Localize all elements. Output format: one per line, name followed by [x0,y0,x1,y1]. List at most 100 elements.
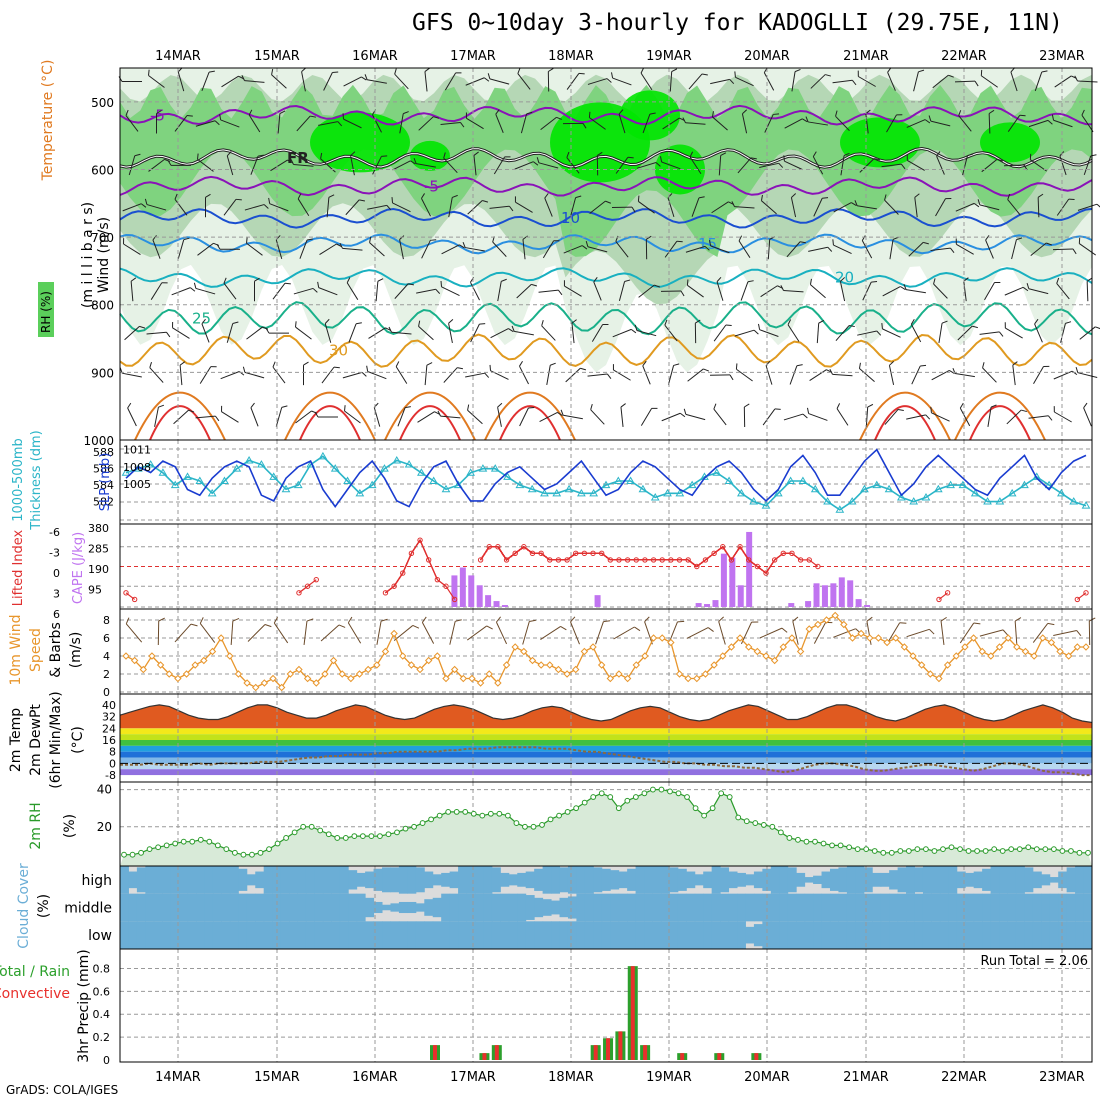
rh2m-point [470,810,477,817]
hot-contour [399,405,461,441]
data-point [884,484,894,493]
data-point [921,492,931,501]
wind-speed-point [597,661,606,669]
wind-barb [350,151,356,176]
wind-barb [906,414,931,420]
wind-barb [122,203,147,212]
wind-barb [441,244,465,255]
li-tick: 6 [53,608,60,621]
date-label-top: 23MAR [1039,49,1085,64]
cloud-cell [694,921,704,949]
wind-speed-point [779,643,788,651]
wind-barb [906,154,925,171]
wind-barb [149,361,164,383]
wind-barb [517,67,531,90]
cloud-cell [635,921,645,949]
wind-barb [465,112,484,130]
lifted-index-segment [385,538,456,600]
wind-speed-point [675,670,684,678]
wind-speed-point [442,674,450,683]
cloud-row-label: low [88,928,112,944]
cloud-row-label: middle [64,901,112,917]
wind-barb [1033,365,1050,385]
rh2m-point [607,794,614,800]
cape-bar [830,583,837,607]
cloud-cell [999,921,1008,949]
wind-barb [418,116,440,131]
wind-barb [840,152,850,176]
pressure-tick: 1000 [83,434,114,448]
lifted-index-point [512,550,518,557]
precip-tick: 0.8 [93,962,111,975]
precip-convective-bar [717,1053,722,1060]
data-point [232,464,242,472]
cloud-cell [1066,893,1076,922]
wind-barb-10m [230,617,240,646]
wind-barb [173,409,195,425]
cloud-cell [500,893,510,922]
wind-tick: 2 [103,668,110,681]
lifted-index-point [417,537,423,543]
wind-barb [130,277,137,302]
date-label-top: 14MAR [155,49,201,64]
wind-speed-point [399,652,407,660]
wind-barb-10m [273,616,289,644]
wind-barb [314,411,338,418]
cloud-cell [517,872,527,887]
precip-convective-bar [680,1053,685,1060]
wind-barb-10m [303,618,314,645]
wind-barb [984,281,1001,301]
wind-barb-10m [644,616,653,645]
cloud-cell [432,874,442,886]
rh2m-point [206,838,213,845]
cloud-cell [1024,921,1034,949]
cloud-cell [863,921,873,949]
freezing-contour-core [119,147,1093,168]
wind-barb [881,163,906,170]
wind-barb-10m [613,626,641,640]
wind-barb [416,288,441,294]
rh2m-point [795,836,801,843]
wind-speed-point [1004,634,1012,642]
data-point [121,468,131,476]
rh2m-point [1025,844,1032,851]
cloud-cell [914,867,924,893]
rh2m-point [197,836,204,843]
cloud-cell [644,893,653,922]
lifted-index-point [434,576,441,583]
cloud-cell [939,921,949,949]
rh2m-point [155,844,162,851]
cloud-cell [762,868,772,891]
wind-barb [1078,237,1096,256]
data-point [761,501,771,509]
data-point [860,484,869,493]
wind-speed-point [978,647,986,656]
rh-blob [310,112,410,173]
rh2m-point [573,805,580,812]
cloud-cell [1066,867,1076,893]
wind-barb [1007,193,1021,216]
wind-barb [938,320,948,344]
wind-barb [711,111,728,131]
date-label-top: 18MAR [548,49,594,64]
cape-bar [864,605,871,607]
wind-barb [417,411,440,423]
cloud-cell [677,893,687,922]
cloud-cell [813,893,823,922]
wind-barb [244,204,269,211]
wind-speed-point [900,643,909,651]
temperature-axis-label: Temperature (°C) [40,60,56,182]
cloud-cell [669,893,679,922]
wind-barb [319,243,342,256]
wind-barb [397,406,411,427]
cloud-cell [1007,866,1017,894]
lifted-index-segment [480,545,819,574]
cloud-cell [162,866,172,894]
wind-barb [884,408,904,425]
wind-barb [295,321,312,340]
cloud-cell [889,870,899,890]
wind-barb [223,277,237,300]
cloud-cell [846,866,856,894]
cape-bar [594,595,601,607]
wind-barb-10m [495,616,508,645]
